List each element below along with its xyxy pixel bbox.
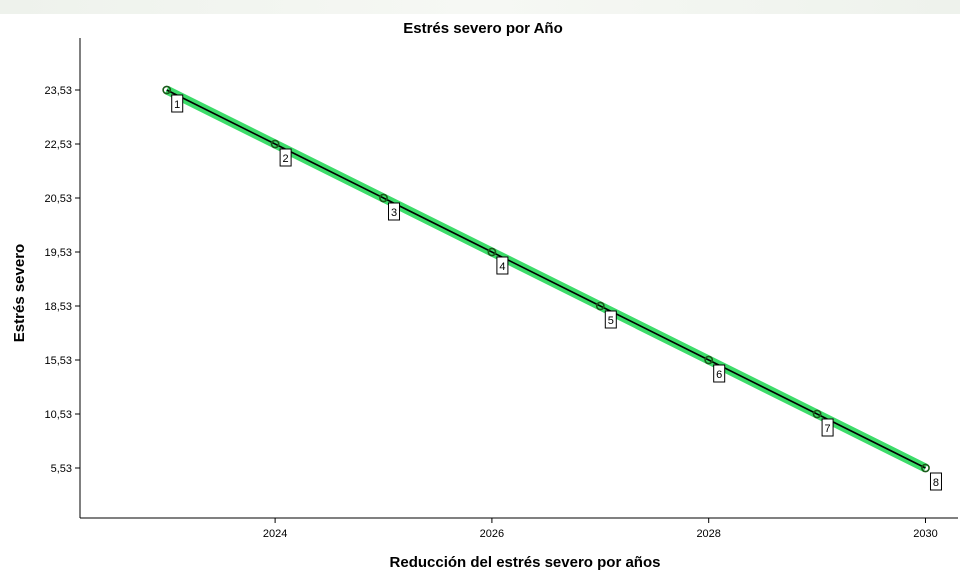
x-tick-group: 2024 2026 2028 2030 xyxy=(263,518,938,540)
point-label: 6 xyxy=(716,369,722,381)
point-label-box xyxy=(713,364,726,383)
y-axis-title: Estrés severo xyxy=(11,244,28,342)
data-point xyxy=(162,85,172,95)
y-tick-label: 18,53 xyxy=(44,301,72,313)
y-tick-label: 19,53 xyxy=(44,247,72,259)
point-label-box xyxy=(496,256,509,275)
y-tick-label: 23,53 xyxy=(44,85,72,97)
point-label-box xyxy=(929,472,942,491)
x-tick-label: 2028 xyxy=(696,528,720,540)
y-tick-group: 5,53 10,53 15,53 18,53 19,53 20,53 22,53 23,53 xyxy=(44,85,80,475)
point-label: 8 xyxy=(933,477,939,489)
point-label-box xyxy=(279,148,292,167)
point-label: 3 xyxy=(391,207,397,219)
y-tick-label: 20,53 xyxy=(44,193,72,205)
point-label-box xyxy=(171,94,184,113)
point-group: 1 2 3 4 5 6 7 8 xyxy=(162,85,942,491)
data-point xyxy=(270,139,280,149)
y-tick-label: 22,53 xyxy=(44,139,72,151)
data-point xyxy=(379,193,388,203)
data-point xyxy=(595,301,605,311)
point-label-box xyxy=(388,202,401,221)
x-tick-label: 2026 xyxy=(480,528,504,540)
data-point xyxy=(704,355,714,365)
data-point xyxy=(812,409,822,419)
point-label-box xyxy=(821,418,834,437)
y-tick-label: 5,53 xyxy=(51,463,72,475)
point-label: 2 xyxy=(283,153,289,165)
y-tick-label: 15,53 xyxy=(44,355,72,367)
data-point xyxy=(487,247,497,257)
chart-title: Estrés severo por Año xyxy=(403,20,563,37)
point-label-box xyxy=(604,310,617,329)
y-tick-label: 10,53 xyxy=(44,409,72,421)
point-label: 1 xyxy=(174,99,180,111)
data-point xyxy=(921,463,930,473)
point-label: 5 xyxy=(608,315,614,327)
background-band xyxy=(0,0,960,14)
x-axis-title: Reducción del estrés severo por años xyxy=(390,554,661,571)
x-tick-label: 2030 xyxy=(913,528,937,540)
point-label: 7 xyxy=(825,423,831,435)
x-tick-label: 2024 xyxy=(263,528,287,540)
point-label: 4 xyxy=(499,261,505,273)
series-line xyxy=(166,89,926,469)
